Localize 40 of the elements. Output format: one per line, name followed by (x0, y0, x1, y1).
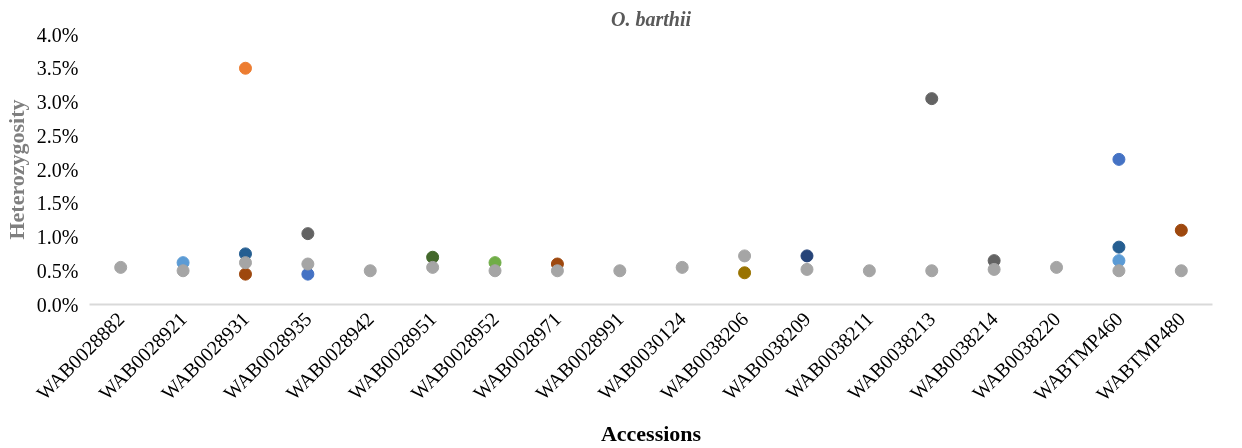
point (1174, 264, 1188, 278)
point (176, 264, 190, 278)
point (301, 227, 315, 241)
point (800, 262, 814, 276)
y-tick-label: 0.0% (36, 293, 79, 316)
point (1050, 260, 1064, 274)
point (613, 264, 627, 278)
point (488, 264, 502, 278)
point (238, 256, 252, 270)
point (550, 264, 564, 278)
point (862, 264, 876, 278)
point (1174, 223, 1188, 237)
point (675, 260, 689, 274)
point (114, 260, 128, 274)
y-tick-label: 2.5% (36, 124, 79, 147)
y-tick-label: 1.0% (36, 226, 79, 248)
point (238, 267, 252, 281)
point (987, 262, 1001, 276)
y-tick-label: 4.0% (36, 23, 79, 46)
y-tick-label: 2.0% (36, 158, 79, 181)
point (426, 260, 440, 274)
chart-title: O. barthii (610, 7, 692, 30)
point (738, 266, 752, 280)
y-axis-title: Heterozygosity (3, 99, 29, 240)
y-tick-label: 1.5% (36, 192, 79, 215)
point (1112, 240, 1126, 254)
point (925, 92, 939, 106)
y-tick-label: 3.0% (36, 91, 79, 113)
point (1112, 264, 1126, 278)
point (238, 61, 252, 75)
y-tick-label: 3.5% (36, 57, 79, 80)
point (1112, 152, 1126, 166)
point (925, 264, 939, 278)
point (800, 249, 814, 263)
y-tick-label: 0.5% (36, 259, 79, 282)
point (426, 250, 440, 264)
point (363, 264, 377, 278)
point (301, 257, 315, 271)
x-axis-title: Accessions (600, 420, 702, 446)
point (738, 249, 752, 263)
